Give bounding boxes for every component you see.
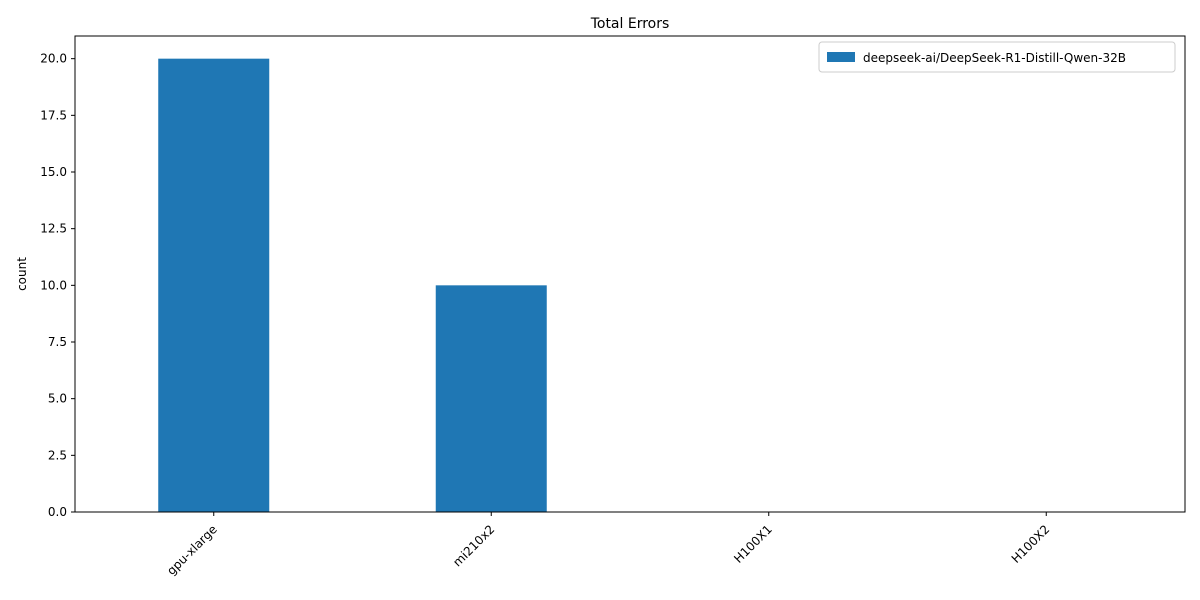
y-tick-label: 0.0 [48,505,67,519]
y-tick-label: 7.5 [48,335,67,349]
plot-frame [74,35,1186,513]
y-tick-label: 12.5 [40,222,67,236]
bars-layer [158,58,547,513]
legend-label: deepseek-ai/DeepSeek-R1-Distill-Qwen-32B [863,51,1126,65]
legend-frame [818,41,1176,73]
legend-swatch [827,52,855,62]
y-tick-label: 10.0 [40,278,67,292]
legend: deepseek-ai/DeepSeek-R1-Distill-Qwen-32B [818,41,1176,73]
y-axis-title: count [15,257,29,291]
y-axis: 0.0 2.5 5.0 7.5 10.0 12.5 15.0 17.5 20.0 [40,52,75,519]
y-tick-label: 15.0 [40,165,67,179]
x-tick-label-H100X1: H100X1 [731,522,775,566]
y-tick-label: 17.5 [40,108,67,122]
x-tick-label-mi210x2: mi210x2 [450,522,497,569]
chart-title: Total Errors [590,16,670,32]
bar-mi210x2 [435,285,547,512]
y-tick-label: 5.0 [48,392,67,406]
x-tick-label-gpu-xlarge: gpu-xlarge [164,522,220,578]
bar-gpu-xlarge [158,58,270,513]
y-tick-label: 20.0 [40,52,67,66]
y-tick-label: 2.5 [48,448,67,462]
x-axis: gpu-xlarge mi210x2 H100X1 H100X2 [164,512,1052,578]
x-tick-label-H100X2: H100X2 [1009,522,1053,566]
